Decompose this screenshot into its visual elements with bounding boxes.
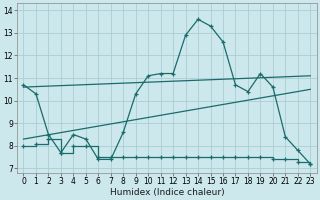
- X-axis label: Humidex (Indice chaleur): Humidex (Indice chaleur): [109, 188, 224, 197]
